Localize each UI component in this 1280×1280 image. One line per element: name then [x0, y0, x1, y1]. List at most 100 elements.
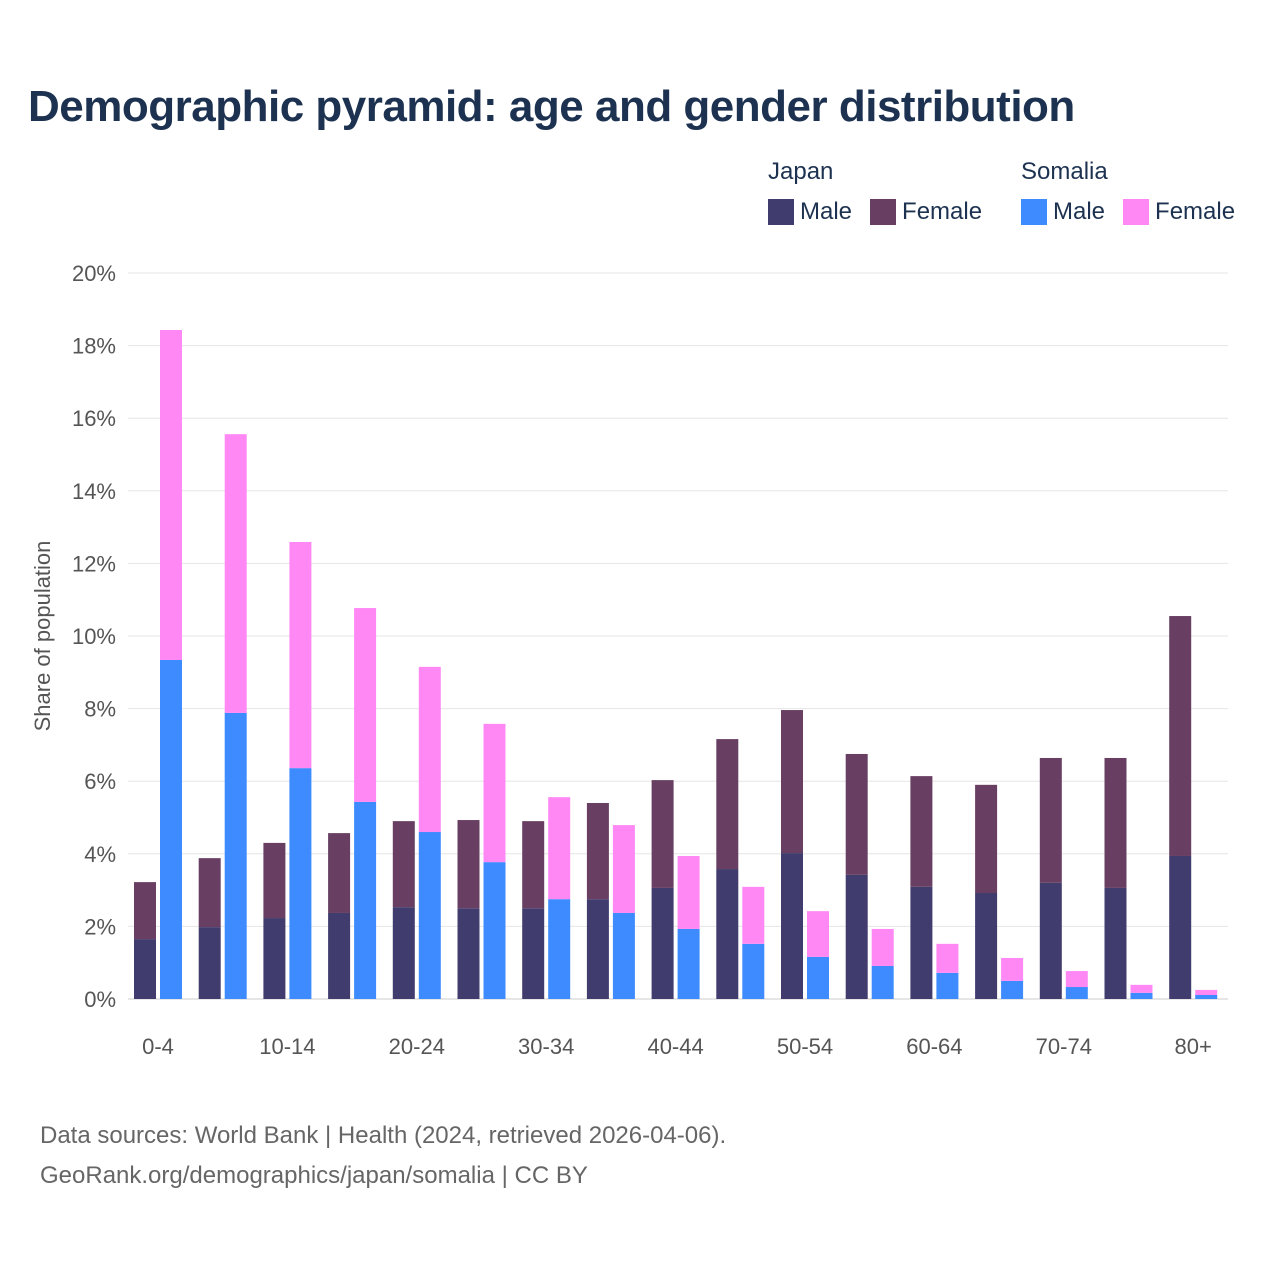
bar-somalia-male-55-59: [871, 965, 894, 999]
bar-somalia-female-55-59: [871, 928, 894, 966]
bar-japan-male-30-34: [522, 908, 545, 999]
bar-somalia-male-75-79: [1130, 992, 1153, 999]
y-tick-label: 0%: [84, 987, 116, 1012]
bar-japan-female-65-69: [975, 784, 998, 894]
bar-japan-male-20-24: [392, 907, 415, 999]
legend-item-somalia-male[interactable]: Male: [1021, 198, 1105, 226]
bar-somalia-female-15-19: [354, 608, 377, 802]
bar-japan-female-5-9: [198, 858, 221, 928]
bar-somalia-female-35-39: [612, 825, 635, 913]
bar-somalia-male-15-19: [354, 801, 377, 999]
bar-japan-male-45-49: [716, 869, 739, 999]
y-tick-label: 10%: [72, 624, 116, 649]
bar-japan-female-45-49: [716, 739, 739, 870]
bar-somalia-female-20-24: [418, 666, 441, 833]
x-tick-label: 10-14: [259, 1034, 315, 1059]
x-tick-label: 40-44: [647, 1034, 703, 1059]
bar-somalia-male-25-29: [483, 862, 506, 999]
bar-japan-female-15-19: [328, 833, 351, 913]
x-tick-label: 70-74: [1036, 1034, 1092, 1059]
x-tick-label: 60-64: [906, 1034, 962, 1059]
x-tick-label: 0-4: [142, 1034, 174, 1059]
bar-japan-male-55-59: [845, 874, 868, 999]
bar-japan-female-50-54: [781, 710, 803, 854]
legend-item-japan-male[interactable]: Male: [768, 198, 852, 226]
bar-somalia-male-35-39: [612, 912, 635, 999]
legend-swatch: [768, 199, 794, 225]
bar-japan-male-0-4: [134, 939, 156, 999]
bar-japan-female-75-79: [1104, 757, 1127, 888]
bar-somalia-female-25-29: [483, 723, 506, 863]
bar-somalia-female-10-14: [289, 541, 312, 769]
bar-japan-female-70-74: [1039, 757, 1062, 883]
bar-somalia-male-40-44: [677, 928, 700, 999]
source-line-1: Data sources: World Bank | Health (2024,…: [40, 1122, 727, 1149]
y-tick-label: 2%: [84, 914, 116, 939]
bar-japan-male-10-14: [263, 918, 286, 999]
bar-somalia-male-10-14: [289, 768, 312, 999]
bar-somalia-female-40-44: [677, 855, 700, 929]
y-tick-label: 20%: [72, 261, 116, 286]
y-tick-label: 16%: [72, 406, 116, 431]
y-tick-label: 6%: [84, 769, 116, 794]
bar-japan-female-55-59: [845, 753, 868, 875]
bar-somalia-female-60-64: [936, 943, 959, 973]
legend-swatch: [870, 199, 897, 225]
x-tick-label: 20-24: [389, 1034, 445, 1059]
bar-somalia-female-0-4: [160, 329, 182, 660]
bar-japan-male-35-39: [586, 899, 609, 999]
bar-somalia-male-20-24: [418, 832, 441, 999]
legend-label: Male: [800, 198, 853, 225]
y-tick-label: 4%: [84, 842, 116, 867]
bar-japan-female-0-4: [134, 882, 156, 940]
legend-label: Female: [902, 198, 983, 225]
bar-japan-male-15-19: [328, 912, 351, 999]
bar-japan-male-5-9: [198, 927, 221, 999]
bar-somalia-female-70-74: [1065, 971, 1088, 988]
legend-swatch: [1123, 199, 1150, 225]
bar-somalia-male-60-64: [936, 972, 959, 999]
bar-somalia-female-80+: [1195, 989, 1218, 996]
chart-title: Demographic pyramid: age and gender dist…: [28, 82, 1075, 131]
bar-somalia-female-30-34: [548, 797, 571, 900]
bar-japan-female-35-39: [586, 802, 609, 900]
y-tick-label: 12%: [72, 551, 116, 576]
bar-somalia-male-45-49: [742, 943, 765, 999]
legend-somalia: Somalia Male Female: [1021, 158, 1235, 226]
bar-somalia-female-75-79: [1130, 984, 1153, 993]
bar-somalia-male-50-54: [807, 956, 829, 999]
bar-somalia-male-65-69: [1001, 980, 1024, 999]
bar-japan-female-25-29: [457, 820, 480, 909]
legend-title-japan: Japan: [768, 158, 834, 185]
bar-somalia-male-5-9: [224, 712, 247, 999]
bar-japan-male-65-69: [975, 893, 998, 999]
y-tick-label: 14%: [72, 479, 116, 504]
bar-somalia-female-45-49: [742, 886, 765, 944]
bar-japan-female-30-34: [522, 821, 545, 909]
bar-somalia-male-70-74: [1065, 987, 1088, 999]
bar-japan-female-40-44: [651, 780, 674, 888]
x-tick-label: 30-34: [518, 1034, 574, 1059]
bar-japan-female-60-64: [910, 776, 933, 887]
legend-japan: Japan Male Female: [768, 158, 982, 226]
bar-japan-male-80+: [1169, 855, 1192, 999]
source-line-2: GeoRank.org/demographics/japan/somalia |…: [40, 1162, 588, 1189]
bar-japan-female-10-14: [263, 842, 286, 919]
legend-item-japan-female[interactable]: Female: [870, 198, 982, 226]
bar-somalia-male-80+: [1195, 995, 1218, 999]
bar-japan-male-50-54: [781, 853, 803, 999]
x-tick-label: 80+: [1175, 1034, 1212, 1059]
bar-japan-male-25-29: [457, 908, 480, 999]
bar-japan-male-75-79: [1104, 887, 1127, 999]
legend-title-somalia: Somalia: [1021, 158, 1108, 185]
bar-japan-female-20-24: [392, 821, 415, 908]
y-tick-label: 18%: [72, 334, 116, 359]
source-note: Data sources: World Bank | Health (2024,…: [40, 1116, 726, 1196]
legend-item-somalia-female[interactable]: Female: [1123, 198, 1235, 226]
bar-japan-male-70-74: [1039, 882, 1062, 999]
x-tick-label: 50-54: [777, 1034, 833, 1059]
y-tick-label: 8%: [84, 697, 116, 722]
y-axis-label: Share of population: [30, 541, 55, 732]
